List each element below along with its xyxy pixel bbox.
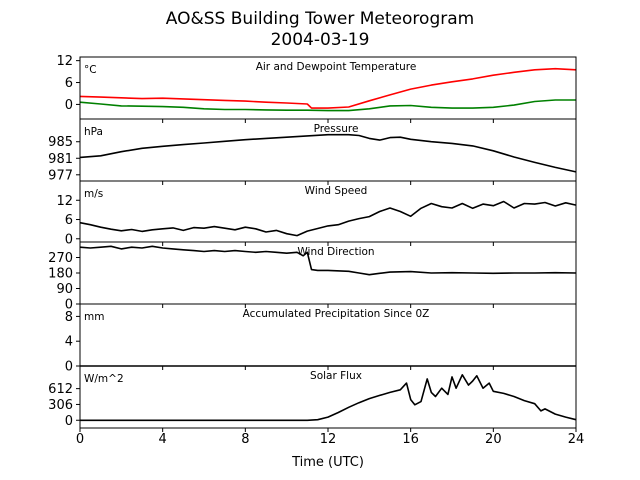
x-tick-label-4: 12 [320,432,337,447]
panel-4-series-1-line [79,245,577,276]
panel-5-ytick-label-1: 0 [65,360,73,375]
panel-5-unit-label: mm [84,311,104,323]
panel-2-unit-label: hPa [84,126,103,138]
panel-5-title: Accumulated Precipitation Since 0Z [243,308,430,320]
figure-title: AO&SS Building Tower Meteorogram [166,9,474,29]
panel-1-unit-label: °C [84,64,97,76]
panel-3-series-1-line [79,200,577,237]
panel-1-ytick-label-3: 12 [56,54,73,69]
panel-5: 0 4 8 Accumulated Precipitation Since 0Z mm [65,303,577,375]
panel-2-series-1-line [79,133,577,173]
panel-5-ytick-label-2: 4 [65,335,73,350]
panel-2-ytick-label-2: 981 [48,152,73,167]
panel-4-ytick-label-4: 270 [48,251,73,266]
panel-4-ytick-label-3: 180 [48,267,73,282]
panel-6-unit-label: W/m^2 [84,373,124,385]
panel-1-series-1-line [79,67,577,109]
panel-3-ytick-label-3: 12 [56,194,73,209]
panel-3: 0 6 12 Wind Speed m/s [56,180,577,247]
x-tick-label-7: 24 [568,432,585,447]
panel-1-ytick-label-2: 6 [65,76,73,91]
panel-2-title: Pressure [314,123,359,135]
panel-6-series-1-line [80,373,577,422]
panel-6-ytick-label-2: 306 [48,398,73,413]
panel-1-ytick-label-1: 0 [65,98,73,113]
panel-3-ytick-label-1: 0 [65,232,73,247]
x-tick-label-1: 0 [76,432,84,447]
x-tick-label-5: 16 [402,432,419,447]
panel-3-title: Wind Speed [305,185,368,197]
x-tick-label-6: 20 [485,432,502,447]
panel-1-series-2-line [79,99,576,112]
panel-2-ytick-label-3: 985 [48,135,73,150]
x-axis-label: Time (UTC) [291,455,364,470]
panel-2-ytick-label-1: 977 [48,168,73,183]
panel-4-ytick-label-2: 90 [56,282,73,297]
x-tick-label-2: 4 [159,432,167,447]
panel-3-unit-label: m/s [84,188,103,200]
panel-6-ytick-label-3: 612 [48,382,73,397]
x-tick-label-3: 8 [241,432,249,447]
panel-3-ytick-label-2: 6 [65,213,73,228]
panel-1-title: Air and Dewpoint Temperature [256,61,417,73]
panel-6-title: Solar Flux [310,370,362,382]
panel-5-ytick-label-3: 8 [65,310,73,325]
panel-6-ytick-label-1: 0 [65,414,73,429]
panel-4-title: Wind Direction [297,246,374,258]
figure-subtitle-date: 2004-03-19 [271,30,370,50]
panel-1: 0 6 12 Air and Dewpoint Temperature °C [56,54,577,123]
x-axis: 0 4 8 12 16 20 24 [76,432,584,447]
panel-4-ytick-label-1: 0 [65,298,73,313]
